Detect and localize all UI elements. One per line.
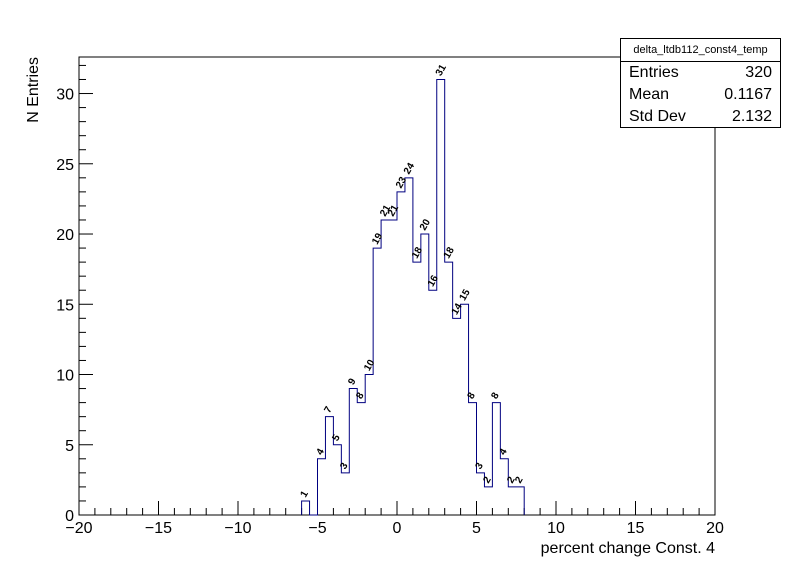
histogram-bin [484, 487, 492, 515]
histogram-bin [318, 459, 326, 515]
stat-mean-row: Mean 0.1167 [621, 84, 780, 106]
histogram-bin [500, 459, 508, 515]
bin-value-label: 24 [402, 161, 417, 177]
bin-value-label: 2 [481, 475, 494, 486]
stat-std-row: Std Dev 2.132 [621, 106, 780, 128]
y-axis-label: N Entries [25, 57, 42, 123]
stat-entries-label: Entries [629, 64, 679, 81]
x-tick-label: 5 [472, 520, 481, 537]
x-tick-label: −20 [65, 520, 92, 537]
histogram-bin [341, 473, 349, 515]
bin-value-label: 4 [497, 447, 510, 458]
y-tick-label: 0 [65, 508, 74, 525]
histogram-bin [325, 417, 333, 515]
bin-value-label: 20 [418, 217, 433, 233]
y-tick-label: 15 [56, 297, 74, 314]
histogram-bin [405, 178, 413, 515]
histogram-bin [357, 403, 365, 515]
bin-value-label: 8 [354, 390, 367, 401]
x-tick-label: −15 [145, 520, 172, 537]
histogram-bin [333, 445, 341, 515]
histogram-bin [437, 79, 445, 515]
bin-value-label: 2 [513, 475, 526, 486]
histogram-bin [302, 501, 310, 515]
histogram-bin [469, 403, 477, 515]
bin-value-label: 1 [299, 489, 312, 500]
x-tick-label: 15 [627, 520, 645, 537]
bin-value-label: 7 [322, 404, 335, 415]
histogram-bin [373, 248, 381, 515]
bin-value-label: 18 [410, 245, 425, 261]
histogram-bin [365, 375, 373, 515]
stat-mean-label: Mean [629, 86, 670, 103]
histogram-bin [421, 234, 429, 515]
bin-value-label: 15 [458, 287, 473, 303]
histogram-bin [413, 262, 421, 515]
stat-std-value: 2.132 [731, 108, 772, 125]
bin-value-label: 14 [450, 301, 465, 317]
stat-box-title: delta_ltdb112_const4_temp [621, 39, 780, 62]
y-tick-label: 5 [65, 438, 74, 455]
bin-value-label: 8 [466, 390, 479, 401]
histogram-bin [381, 220, 389, 515]
bin-value-label: 19 [370, 231, 385, 247]
histogram-bin [516, 487, 524, 515]
y-tick-label: 10 [56, 368, 74, 385]
x-tick-label: 0 [393, 520, 402, 537]
x-tick-label: −5 [308, 520, 326, 537]
x-axis-label: percent change Const. 4 [541, 540, 715, 557]
y-tick-label: 20 [56, 227, 74, 244]
x-tick-label: 10 [547, 520, 565, 537]
bin-value-label: 8 [489, 390, 502, 401]
bin-value-label: 4 [315, 447, 328, 458]
histogram-bin [461, 304, 469, 515]
stat-box: delta_ltdb112_const4_temp Entries 320 Me… [620, 38, 781, 128]
histogram-outline [301, 78, 525, 516]
bin-value-label: 16 [426, 273, 441, 289]
bin-value-label: 18 [442, 245, 457, 261]
histogram-bin [453, 318, 461, 515]
bin-value-label: 3 [474, 461, 487, 472]
bin-value-label: 31 [434, 62, 449, 78]
histogram-bars [301, 78, 525, 516]
histogram-bin [349, 389, 357, 515]
stat-entries-value: 320 [745, 64, 772, 81]
bin-value-label: 3 [338, 461, 351, 472]
bin-value-label: 2 [505, 475, 518, 486]
stat-entries-row: Entries 320 [621, 62, 780, 84]
x-tick-label: −10 [224, 520, 251, 537]
x-tick-label: 20 [706, 520, 724, 537]
stat-mean-value: 0.1167 [724, 86, 772, 103]
bin-value-label: 21 [378, 203, 393, 219]
bin-value-label: 23 [394, 175, 409, 191]
histogram-bin [508, 487, 516, 515]
bin-value-label: 10 [362, 357, 377, 373]
histogram-bin [429, 290, 437, 515]
histogram-bin [492, 403, 500, 515]
bin-value-label: 21 [386, 203, 401, 219]
bin-value-label: 5 [330, 433, 343, 444]
histogram-bin [445, 262, 453, 515]
y-tick-label: 25 [56, 157, 74, 174]
histogram-bin [389, 220, 397, 515]
y-tick-label: 30 [56, 87, 74, 104]
histogram-bin [397, 192, 405, 515]
stat-std-label: Std Dev [629, 108, 686, 125]
bin-value-label: 9 [346, 376, 359, 387]
